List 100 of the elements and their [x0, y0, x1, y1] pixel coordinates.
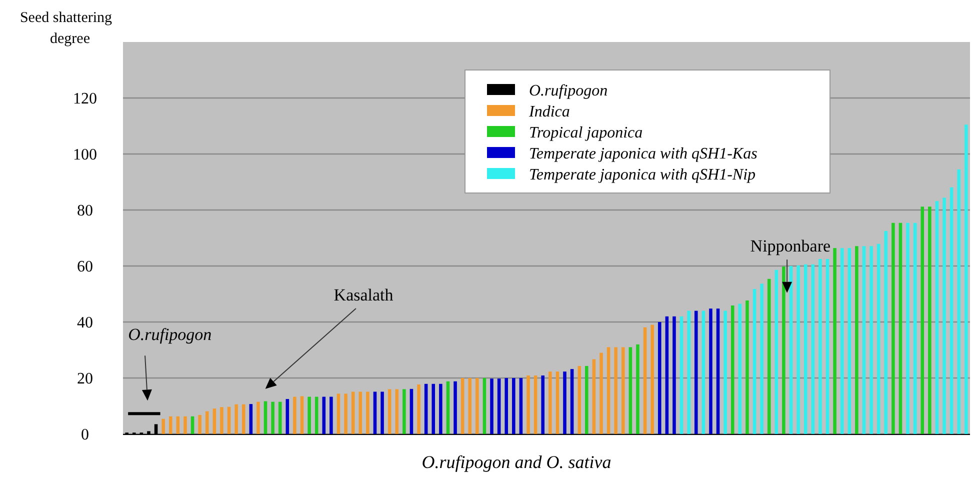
y-axis-title: Seed shattering degree	[20, 10, 113, 47]
bar	[796, 265, 800, 434]
bar	[330, 396, 333, 434]
bar	[804, 264, 808, 434]
bar	[716, 308, 720, 434]
bar	[957, 169, 961, 434]
bar	[621, 347, 625, 434]
annotation: O.rufipogon	[128, 324, 212, 344]
y-tick-label: 60	[77, 258, 93, 276]
bar	[227, 406, 231, 434]
bar	[256, 402, 260, 434]
bar	[950, 187, 954, 434]
bar	[373, 392, 377, 434]
bar	[286, 399, 290, 434]
bar	[482, 378, 486, 434]
bar	[680, 316, 684, 434]
bar	[512, 378, 516, 434]
bar	[417, 384, 420, 434]
bar	[184, 416, 187, 434]
bar	[322, 396, 326, 434]
bar	[424, 384, 428, 434]
bar	[818, 259, 822, 434]
bar	[738, 304, 742, 434]
bar	[694, 310, 698, 434]
bar	[432, 384, 436, 434]
y-tick-label: 20	[77, 370, 93, 388]
bar	[300, 396, 304, 434]
bar	[702, 310, 706, 434]
bar	[811, 264, 815, 434]
bar	[242, 404, 246, 434]
bar	[592, 359, 596, 434]
bar	[687, 310, 690, 434]
bar	[774, 270, 778, 434]
bar	[884, 231, 888, 434]
bar	[665, 316, 669, 434]
bar	[519, 378, 523, 434]
bar	[658, 322, 662, 434]
bar	[308, 396, 311, 434]
bar	[380, 392, 384, 434]
bar	[643, 327, 647, 434]
bar	[446, 381, 450, 434]
bar	[271, 402, 274, 434]
x-axis-title: O.rufipogon and O. sativa	[422, 452, 612, 472]
bar	[402, 389, 406, 434]
annotation: Kasalath	[334, 286, 394, 305]
bar	[504, 378, 508, 434]
bar	[439, 384, 442, 434]
bar	[476, 378, 479, 434]
bar	[162, 418, 165, 434]
bar	[454, 381, 457, 434]
bar	[848, 248, 852, 434]
bar	[942, 198, 946, 434]
bar	[760, 284, 764, 434]
bar	[892, 222, 895, 434]
bar	[570, 369, 574, 434]
y-tick-label: 80	[77, 202, 93, 220]
bar	[928, 206, 932, 434]
bar	[636, 344, 640, 434]
bar	[935, 201, 939, 434]
y-tick-label: 40	[77, 314, 93, 332]
bar	[614, 347, 618, 434]
bar	[278, 402, 282, 434]
bar	[344, 394, 348, 434]
bar	[264, 401, 268, 434]
legend-label: Tropical japonica	[529, 124, 643, 142]
bar	[833, 248, 836, 434]
bar	[840, 248, 844, 434]
bar	[913, 222, 917, 434]
bar	[906, 222, 910, 434]
bar	[410, 388, 414, 434]
bar	[752, 288, 756, 434]
bar	[497, 378, 501, 434]
legend-label: Temperate japonica with qSH1-Kas	[529, 146, 758, 163]
y-tick-label: 100	[73, 146, 97, 164]
bar	[314, 396, 318, 434]
bar	[709, 308, 712, 434]
bar	[205, 411, 209, 434]
bar	[920, 206, 924, 434]
bar	[366, 392, 370, 434]
bar	[585, 366, 588, 434]
bar	[534, 375, 538, 434]
bar	[212, 408, 216, 434]
bar	[746, 300, 749, 434]
bar	[578, 366, 581, 434]
bar	[548, 372, 552, 434]
bar	[358, 392, 362, 434]
legend-label: Temperate japonica with qSH1-Nip	[529, 166, 756, 184]
bar	[190, 416, 194, 434]
bar	[964, 124, 968, 434]
bar	[234, 404, 238, 434]
bar	[730, 305, 734, 434]
bar	[526, 375, 530, 434]
bar	[563, 372, 566, 434]
legend-label: Indica	[528, 104, 570, 121]
bar	[351, 392, 355, 434]
bar	[220, 407, 224, 434]
bar	[176, 416, 180, 434]
bar	[628, 347, 632, 434]
bar	[490, 378, 494, 434]
legend-label: O.rufipogon	[529, 82, 608, 100]
